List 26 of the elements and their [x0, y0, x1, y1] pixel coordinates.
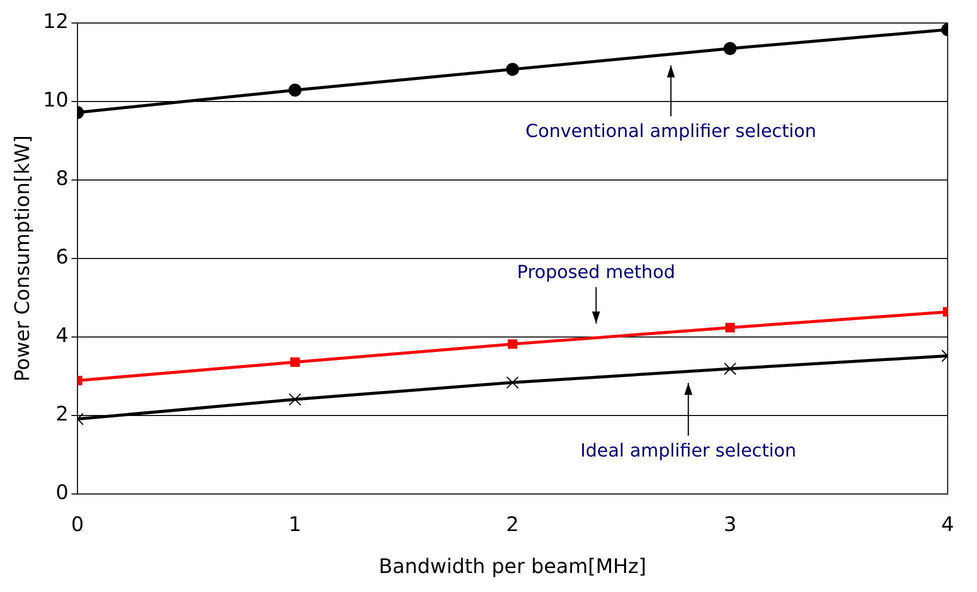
point: [725, 322, 735, 332]
y-tick-label: 0: [56, 480, 68, 504]
x-tick-label: 2: [506, 512, 519, 536]
y-tick-label: 10: [42, 88, 68, 112]
x-tick-label: 4: [941, 512, 954, 536]
x-tick-label: 1: [288, 512, 302, 536]
point: [506, 62, 520, 76]
x-tick-label: 3: [724, 512, 736, 536]
y-axis-title: Power Consumption[kW]: [10, 135, 34, 382]
annotation: Ideal amplifier selection: [580, 440, 796, 462]
x-axis-title: Bandwidth per beam[MHz]: [378, 554, 646, 578]
point: [724, 362, 736, 376]
point: [290, 357, 300, 367]
y-tick-label: 6: [56, 244, 68, 269]
point: [508, 339, 518, 349]
y-tick-label: 12: [42, 9, 68, 34]
annotation: Proposed method: [517, 262, 676, 283]
x-tick-label: 0: [71, 512, 84, 536]
point: [288, 84, 302, 97]
point: [288, 393, 302, 406]
y-tick-label: 8: [56, 166, 68, 190]
point: [506, 376, 519, 389]
annotation: Conventional amplifier selection: [526, 120, 816, 142]
y-tick-label: 4: [56, 323, 68, 348]
y-tick-label: 2: [56, 402, 68, 426]
point: [724, 42, 737, 56]
